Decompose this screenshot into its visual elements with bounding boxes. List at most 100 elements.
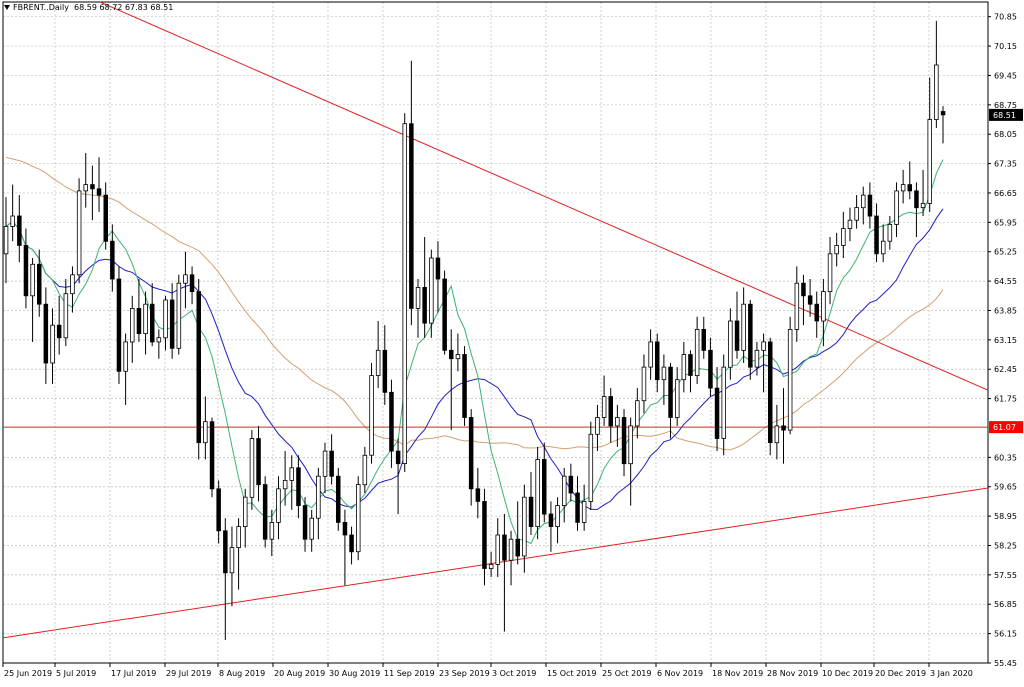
candle-body [183,274,188,284]
plot-frame [2,1,989,664]
candle-body [316,475,321,519]
candle-body [714,387,720,439]
candle-body [907,184,913,192]
candle-body [641,366,647,402]
time-tick-label: 25 Oct 2019 [602,669,651,678]
candle-body [801,282,806,297]
candle-body [435,257,441,280]
candle-body [555,505,560,528]
candle-body [296,467,301,506]
candle-body [455,354,461,360]
candle-body [874,215,879,255]
candle-body [708,349,713,389]
candle-body [56,324,62,339]
candle-body [349,534,354,553]
price-tick-label: 62.45 [994,365,1017,374]
time-tick-label: 17 Jul 2019 [111,669,156,678]
time-tick-label: 20 Dec 2019 [875,669,926,678]
candle-body [854,207,859,221]
candle-body [362,454,368,486]
candle-body [96,188,102,196]
candle-body [462,354,467,418]
candle-body [934,64,939,120]
price-tick-label: 56.85 [994,600,1017,609]
price-tick-label: 69.45 [994,71,1017,80]
current-price-label: 68.51 [993,111,1016,120]
candle-body [495,534,500,565]
time-tick-label: 6 Nov 2019 [657,669,703,678]
candle-body [37,263,42,305]
candle-body [322,450,328,477]
candle-body [116,278,122,372]
price-tick-label: 59.65 [994,483,1017,492]
time-tick-label: 20 Aug 2019 [274,669,325,678]
candle-body [914,190,919,209]
candle-body [289,467,294,481]
candle-body [262,484,268,540]
candle-body [794,282,800,330]
candle-body [395,450,401,465]
candles [3,20,946,640]
candle-body [216,488,221,532]
candle-body [608,396,614,427]
candle-body [761,341,766,351]
symbol-header: FBRENT..Daily 68.59 68.72 67.83 68.51 [4,3,173,12]
candle-body [70,274,75,295]
candle-body [834,244,839,255]
candle-body [442,278,447,351]
candle-body [242,496,248,528]
price-tick-label: 55.45 [994,659,1017,668]
candle-body [129,307,135,343]
candle-body [369,375,374,456]
candle-body [694,328,700,376]
dropdown-triangle-icon[interactable] [4,5,10,10]
candle-body [781,425,786,431]
candle-body [143,303,148,335]
price-tick-label: 70.85 [994,13,1017,22]
price-tick-label: 66.65 [994,189,1017,198]
price-tick-label: 64.55 [994,277,1017,286]
candle-body [409,123,414,309]
candle-body [575,492,580,523]
time-tick-label: 15 Oct 2019 [547,669,596,678]
candle-body [728,320,733,368]
candle-body [548,513,554,528]
candle-body [655,341,660,381]
candle-body [256,438,261,486]
candle-body [940,111,946,116]
level-price-badge [989,421,1023,434]
candle-body [50,324,55,364]
time-tick-label: 28 Nov 2019 [767,669,818,678]
candle-body [894,190,899,225]
candle-body [508,538,514,561]
candle-body [282,479,288,490]
candle-body [448,349,454,360]
candle-body [787,328,793,431]
slow-moving-average [5,156,944,451]
candle-body [276,488,281,523]
time-tick-label: 10 Dec 2019 [822,669,873,678]
candle-body [488,564,494,570]
current-price-badge [989,108,1023,121]
candle-body [648,341,653,368]
candle-body [621,417,627,465]
candle-body [415,286,421,309]
candle-body [741,303,746,351]
mid-moving-average [5,208,944,510]
candle-body [475,488,481,502]
candle-body [628,425,633,465]
candle-body [502,534,507,561]
candle-body [3,226,9,255]
candle-body [754,349,760,368]
price-tick-label: 70.15 [994,42,1017,51]
time-tick-label: 5 Jul 2019 [56,669,96,678]
candle-body [43,303,49,364]
candle-body [562,475,567,507]
candle-body [189,274,195,292]
candle-body [841,228,846,246]
candle-body [581,500,587,523]
candle-body [375,349,381,376]
candle-body [355,484,361,553]
candle-body [528,496,534,528]
